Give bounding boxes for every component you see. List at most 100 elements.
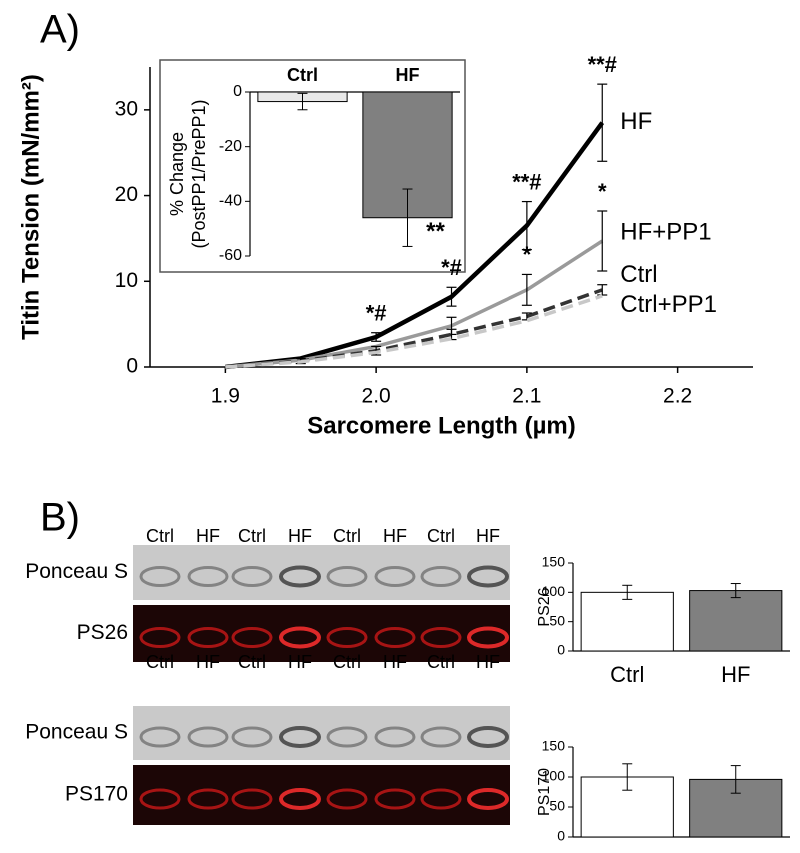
blot-band: [467, 565, 509, 588]
y-tick-label: 50: [549, 612, 565, 628]
y-axis-title: PS170: [536, 768, 553, 816]
row-label: PS170: [65, 783, 128, 806]
x-tick-label: 2.1: [512, 385, 541, 408]
lane-label: HF: [476, 652, 500, 672]
significance-marker: **#: [588, 52, 617, 77]
blot-band: [279, 788, 321, 810]
y-tick-label: 0: [557, 642, 565, 658]
panel-label: A): [40, 8, 80, 52]
lane-label: Ctrl: [333, 652, 361, 672]
ponceau-blot: [133, 545, 510, 600]
blot-band: [326, 566, 368, 587]
y-axis-title: % Change: [167, 132, 187, 216]
lane-label: Ctrl: [146, 526, 174, 546]
blot-band: [420, 726, 462, 748]
x-tick-label: 1.9: [211, 385, 240, 408]
blot-band: [374, 566, 416, 587]
bar: [580, 591, 674, 652]
y-axis-title: Titin Tension (mN/mm²): [17, 74, 44, 340]
blot-band: [231, 788, 273, 810]
blot-band: [467, 626, 509, 649]
blot-band: [139, 726, 181, 748]
blot-band: [326, 788, 368, 810]
blot-band: [279, 565, 321, 588]
row-label: Ponceau S: [25, 560, 128, 583]
lane-label: Ctrl: [427, 652, 455, 672]
significance-marker: *: [523, 242, 532, 267]
lane-label: Ctrl: [427, 526, 455, 546]
blot-band: [231, 726, 273, 748]
legend-entry: Ctrl: [620, 261, 657, 288]
blot-band: [187, 566, 229, 587]
x-axis-title: Sarcomere Length (µm): [307, 412, 576, 439]
blot-band: [420, 788, 462, 810]
fluorescence-blot: [133, 605, 510, 662]
lane-label: HF: [288, 652, 312, 672]
y-tick-label: 0: [126, 355, 138, 378]
significance-marker: **: [426, 218, 445, 245]
y-tick-label: -20: [219, 138, 242, 155]
x-tick-label: HF: [396, 65, 420, 85]
y-tick-label: 30: [115, 97, 138, 120]
significance-marker: *: [598, 179, 607, 204]
significance-marker: *#: [441, 255, 462, 280]
blot-band: [420, 566, 462, 587]
blot-band: [467, 788, 509, 810]
blot-band: [467, 726, 509, 748]
lane-label: HF: [383, 526, 407, 546]
blot-band: [420, 627, 462, 648]
blot-band: [374, 627, 416, 648]
legend-entry: Ctrl+PP1: [620, 291, 717, 318]
y-tick-label: -40: [219, 193, 242, 210]
y-tick-label: -60: [219, 247, 242, 264]
lane-label: Ctrl: [238, 652, 266, 672]
y-tick-label: 150: [542, 738, 566, 754]
lane-label: HF: [476, 526, 500, 546]
x-tick-label: Ctrl: [287, 65, 318, 85]
lane-label: Ctrl: [146, 652, 174, 672]
y-tick-label: 10: [115, 269, 138, 292]
blot-band: [279, 626, 321, 649]
bar: [689, 590, 783, 652]
y-tick-label: 0: [233, 83, 242, 100]
blot-band: [139, 566, 181, 587]
blot-band: [279, 726, 321, 748]
lane-label: HF: [196, 526, 220, 546]
lane-label: Ctrl: [238, 526, 266, 546]
blot-band: [187, 726, 229, 748]
x-tick-label: HF: [721, 662, 750, 687]
x-tick-label: 2.2: [663, 385, 692, 408]
blot-band: [231, 627, 273, 648]
legend-entry: HF+PP1: [620, 218, 711, 245]
y-tick-label: 20: [115, 183, 138, 206]
row-label: Ponceau S: [25, 721, 128, 744]
blot-band: [374, 788, 416, 810]
blot-band: [187, 788, 229, 810]
lane-label: HF: [288, 526, 312, 546]
y-axis-title: PS26: [536, 587, 553, 626]
legend-entry: HF: [620, 108, 652, 135]
lane-label: HF: [196, 652, 220, 672]
row-label: PS26: [77, 621, 128, 644]
x-tick-label: 2.0: [362, 385, 391, 408]
y-tick-label: 100: [542, 768, 566, 784]
blot-band: [187, 627, 229, 648]
series-line: [225, 294, 603, 369]
series-line: [225, 288, 603, 369]
y-tick-label: 50: [549, 798, 565, 814]
fluorescence-blot: [133, 765, 510, 825]
x-tick-label: Ctrl: [610, 662, 644, 687]
lane-label: Ctrl: [333, 526, 361, 546]
blot-band: [139, 627, 181, 648]
lane-label: HF: [383, 652, 407, 672]
y-tick-label: 100: [542, 583, 566, 599]
y-axis-title: (PostPP1/PrePP1): [189, 99, 209, 248]
y-tick-label: 0: [557, 828, 565, 844]
blot-band: [231, 566, 273, 587]
blot-band: [374, 726, 416, 748]
blot-band: [326, 627, 368, 648]
significance-marker: **#: [512, 169, 541, 194]
blot-band: [326, 726, 368, 748]
significance-marker: *#: [366, 301, 387, 326]
